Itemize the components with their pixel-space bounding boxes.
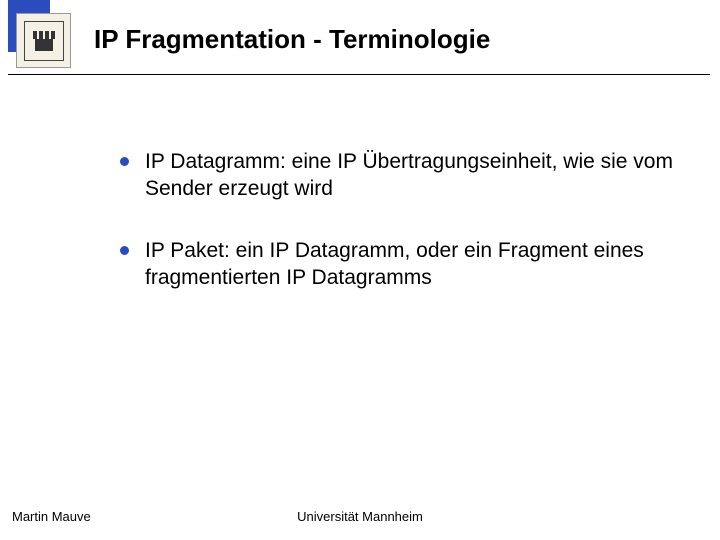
header-divider bbox=[8, 74, 710, 75]
bullet-item: IP Paket: ein IP Datagramm, oder ein Fra… bbox=[120, 237, 680, 292]
footer: Martin Mauve Universität Mannheim bbox=[12, 509, 708, 524]
bullet-text: IP Datagramm: eine IP Übertragungseinhei… bbox=[145, 148, 680, 203]
content-area: IP Datagramm: eine IP Übertragungseinhei… bbox=[120, 148, 680, 325]
footer-author: Martin Mauve bbox=[12, 509, 91, 524]
bullet-item: IP Datagramm: eine IP Übertragungseinhei… bbox=[120, 148, 680, 203]
bullet-icon bbox=[120, 157, 129, 166]
footer-institution: Universität Mannheim bbox=[297, 509, 423, 524]
slide-title: IP Fragmentation - Terminologie bbox=[94, 24, 700, 55]
bullet-icon bbox=[120, 246, 129, 255]
bullet-text: IP Paket: ein IP Datagramm, oder ein Fra… bbox=[145, 237, 680, 292]
university-logo bbox=[16, 13, 71, 68]
title-area: IP Fragmentation - Terminologie bbox=[94, 24, 700, 55]
